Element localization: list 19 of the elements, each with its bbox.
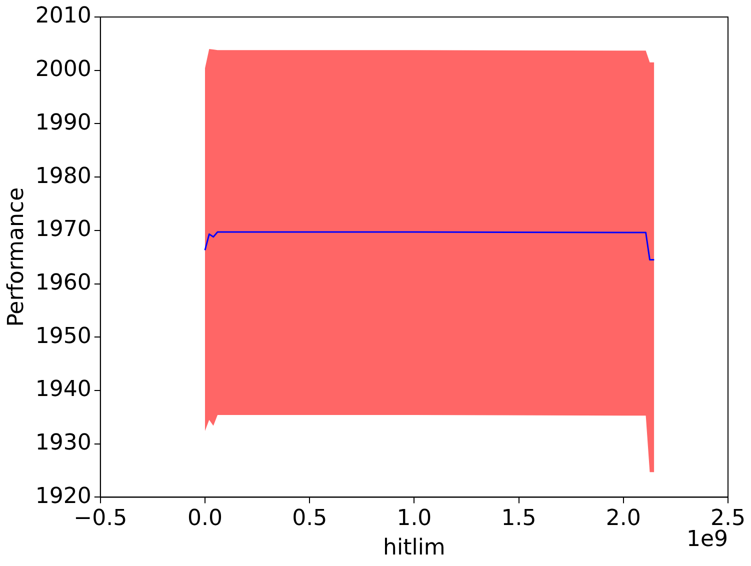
x-tick-label: 0.0 [187,506,222,532]
y-tick-label: 1920 [35,484,92,509]
y-tick-label: 1960 [35,270,92,296]
y-tick-label: 1980 [35,164,92,189]
x-tick-label: 1.5 [501,506,536,532]
y-tick-label: 1950 [35,324,92,349]
y-tick-label: 1940 [35,377,92,402]
y-tick-label: 2010 [35,4,92,29]
x-tick-label: 0.5 [292,506,328,532]
y-tick-label: 2000 [35,57,92,82]
text: 1e9 [686,526,728,552]
x-tick-label: 2.0 [606,506,641,532]
x-tick-label: −0.5 [74,506,128,532]
y-tick-label: 1970 [35,217,92,242]
x-axis-title: hitlim [383,536,446,561]
y-tick-label: 1990 [35,110,92,136]
y-tick-label: 1930 [35,430,92,456]
y-axis-title: Performance [4,187,29,327]
x-tick-label: 1.0 [396,506,432,532]
